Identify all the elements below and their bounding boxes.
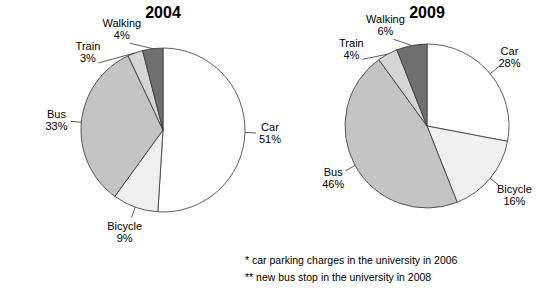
category-label: Train bbox=[76, 40, 101, 52]
footnotes: * car parking charges in the university … bbox=[245, 254, 458, 283]
leader-line bbox=[130, 43, 153, 48]
pie-slice bbox=[397, 44, 427, 126]
slice-label: Train3% bbox=[76, 40, 101, 64]
leader-line bbox=[245, 132, 256, 133]
category-label: Bus bbox=[47, 108, 66, 120]
value-label: 4% bbox=[343, 49, 359, 61]
leader-line bbox=[131, 207, 135, 217]
slice-label: Walking4% bbox=[102, 17, 141, 41]
slice-label: Bus33% bbox=[45, 108, 67, 132]
value-label: 6% bbox=[377, 25, 393, 37]
slice-label: Bicycle9% bbox=[107, 220, 142, 244]
footnote: * car parking charges in the university … bbox=[245, 254, 458, 266]
slice-label: Train4% bbox=[339, 37, 364, 61]
chart-title: 2004 bbox=[145, 4, 181, 21]
slices bbox=[81, 48, 245, 212]
leader-line bbox=[362, 54, 387, 59]
value-label: 16% bbox=[503, 195, 525, 207]
category-label: Train bbox=[339, 37, 364, 49]
pie-slice bbox=[143, 48, 163, 130]
leader-line bbox=[346, 166, 356, 171]
category-label: Bicycle bbox=[497, 183, 532, 195]
value-label: 28% bbox=[498, 57, 520, 69]
slice-label: Car51% bbox=[259, 121, 281, 145]
leader-line bbox=[70, 121, 81, 122]
slices bbox=[345, 44, 509, 208]
value-label: 3% bbox=[80, 52, 96, 64]
data-labels: Walking6%Train4%Bus46%Bicycle16%Car28% bbox=[322, 13, 532, 207]
value-label: 9% bbox=[117, 232, 133, 244]
slice-label: Bus46% bbox=[322, 166, 344, 190]
category-label: Walking bbox=[102, 17, 141, 29]
leader-line bbox=[394, 39, 412, 45]
category-label: Car bbox=[261, 121, 279, 133]
pie-chart: 2009Walking6%Train4%Bus46%Bicycle16%Car2… bbox=[322, 4, 532, 208]
category-label: Walking bbox=[366, 13, 405, 25]
slice-label: Car28% bbox=[498, 45, 520, 69]
pie-chart: 2004Walking4%Train3%Bus33%Bicycle9%Car51… bbox=[45, 4, 281, 244]
leader-line bbox=[490, 178, 498, 185]
slice-label: Bicycle16% bbox=[497, 183, 532, 207]
category-label: Car bbox=[501, 45, 519, 57]
leader-line bbox=[490, 67, 498, 74]
pie-slice bbox=[158, 48, 245, 212]
data-labels: Walking4%Train3%Bus33%Bicycle9%Car51% bbox=[45, 17, 281, 243]
chart-title: 2009 bbox=[409, 4, 445, 21]
slice-label: Walking6% bbox=[366, 13, 405, 37]
value-label: 33% bbox=[45, 120, 67, 132]
chart-root: 2004Walking4%Train3%Bus33%Bicycle9%Car51… bbox=[0, 0, 555, 295]
leader-line bbox=[99, 53, 136, 63]
pie-slice bbox=[427, 44, 509, 141]
footnote: ** new bus stop in the university in 200… bbox=[245, 271, 431, 283]
value-label: 46% bbox=[322, 178, 344, 190]
value-label: 51% bbox=[259, 133, 281, 145]
category-label: Bicycle bbox=[107, 220, 142, 232]
value-label: 4% bbox=[114, 29, 130, 41]
category-label: Bus bbox=[324, 166, 343, 178]
